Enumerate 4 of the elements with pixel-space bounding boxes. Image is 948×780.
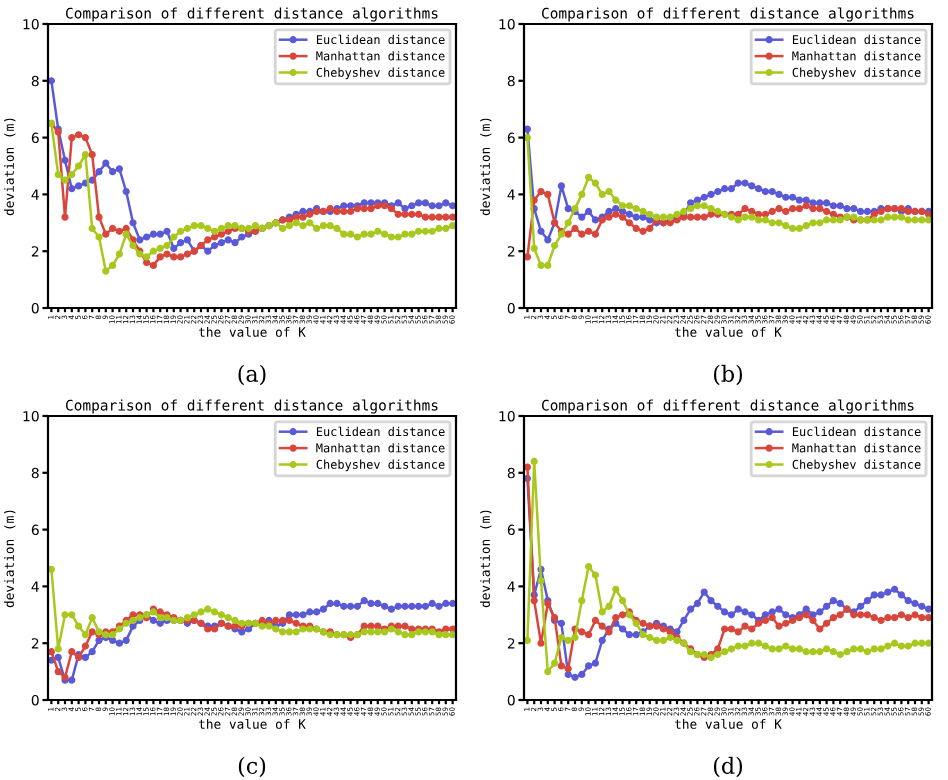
text: (c) <box>238 756 266 778</box>
text: (d) <box>713 756 743 778</box>
text: (b) <box>713 364 743 386</box>
text: (a) <box>238 364 266 386</box>
